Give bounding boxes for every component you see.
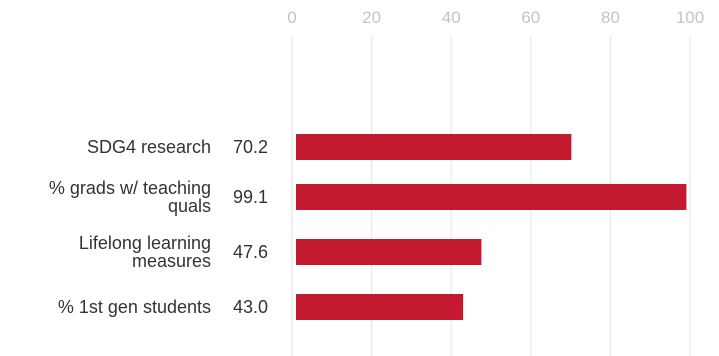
- category-label: quals: [168, 196, 211, 216]
- category-label: Lifelong learning: [79, 233, 211, 253]
- x-tick-label: 100: [676, 8, 704, 27]
- x-tick-label: 20: [362, 8, 381, 27]
- value-label: 99.1: [233, 187, 268, 207]
- x-tick-label: 0: [287, 8, 296, 27]
- value-label: 47.6: [233, 242, 268, 262]
- x-axis-ticks: 0 20 40 60 80 100: [287, 8, 704, 27]
- category-label: measures: [132, 251, 211, 271]
- bar: [296, 239, 482, 265]
- category-label: SDG4 research: [87, 137, 211, 157]
- bar: [296, 294, 464, 320]
- value-labels: 70.2 99.1 47.6 43.0: [233, 137, 268, 317]
- x-tick-label: 40: [442, 8, 461, 27]
- category-label: % 1st gen students: [58, 297, 211, 317]
- value-label: 70.2: [233, 137, 268, 157]
- bar: [296, 184, 687, 210]
- bar: [296, 134, 572, 160]
- x-tick-label: 80: [601, 8, 620, 27]
- category-label: % grads w/ teaching: [49, 178, 211, 198]
- x-tick-label: 60: [521, 8, 540, 27]
- value-label: 43.0: [233, 297, 268, 317]
- bars: [296, 134, 687, 320]
